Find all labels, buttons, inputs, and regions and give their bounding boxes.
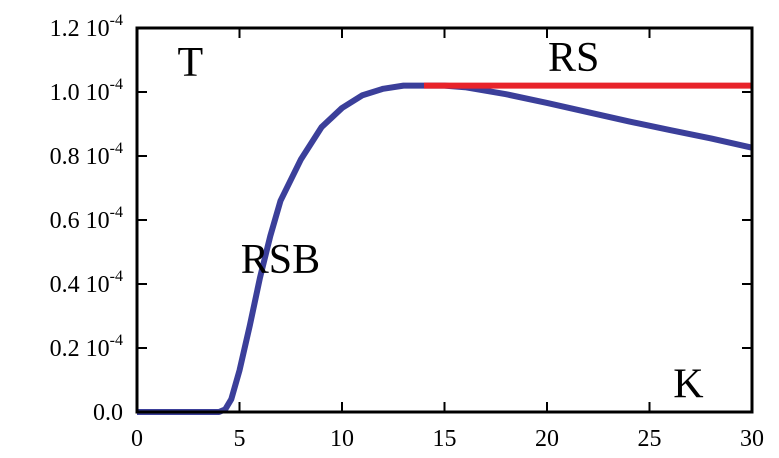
y-tick-label: 1.0 10-4 [50,76,123,106]
x-tick-label: 15 [433,426,457,452]
x-tick-label: 25 [638,426,662,452]
y-tick-label: 0.4 10-4 [50,268,123,298]
x-tick-labels: 0 5 10 15 20 25 30 [131,426,764,452]
annotation-label: T [177,40,203,86]
y-tick-label: 0.2 10-4 [50,332,123,362]
annotation-label: RSB [241,237,320,283]
y-tick-labels: 0.0 0.2 10-4 0.4 10-4 0.6 10-4 0.8 10-4 1.0 1… [50,12,123,426]
x-tick-label: 10 [330,426,354,452]
series-line-0 [137,82,753,415]
y-tick-label: 0.6 10-4 [50,204,123,234]
x-tick-label: 5 [234,426,246,452]
ticks-layer [136,27,753,413]
x-tick-label: 0 [131,426,143,452]
series-layer [137,82,753,415]
annotations: T RS RSB K [177,35,703,407]
annotation-label: RS [548,35,599,81]
y-tick-label: 1.2 10-4 [50,12,123,42]
y-tick-label: 0.8 10-4 [50,140,123,170]
y-tick-label: 0.0 [93,400,123,426]
x-tick-label: 20 [535,426,559,452]
x-tick-label: 30 [740,426,764,452]
annotation-label: K [673,362,703,408]
